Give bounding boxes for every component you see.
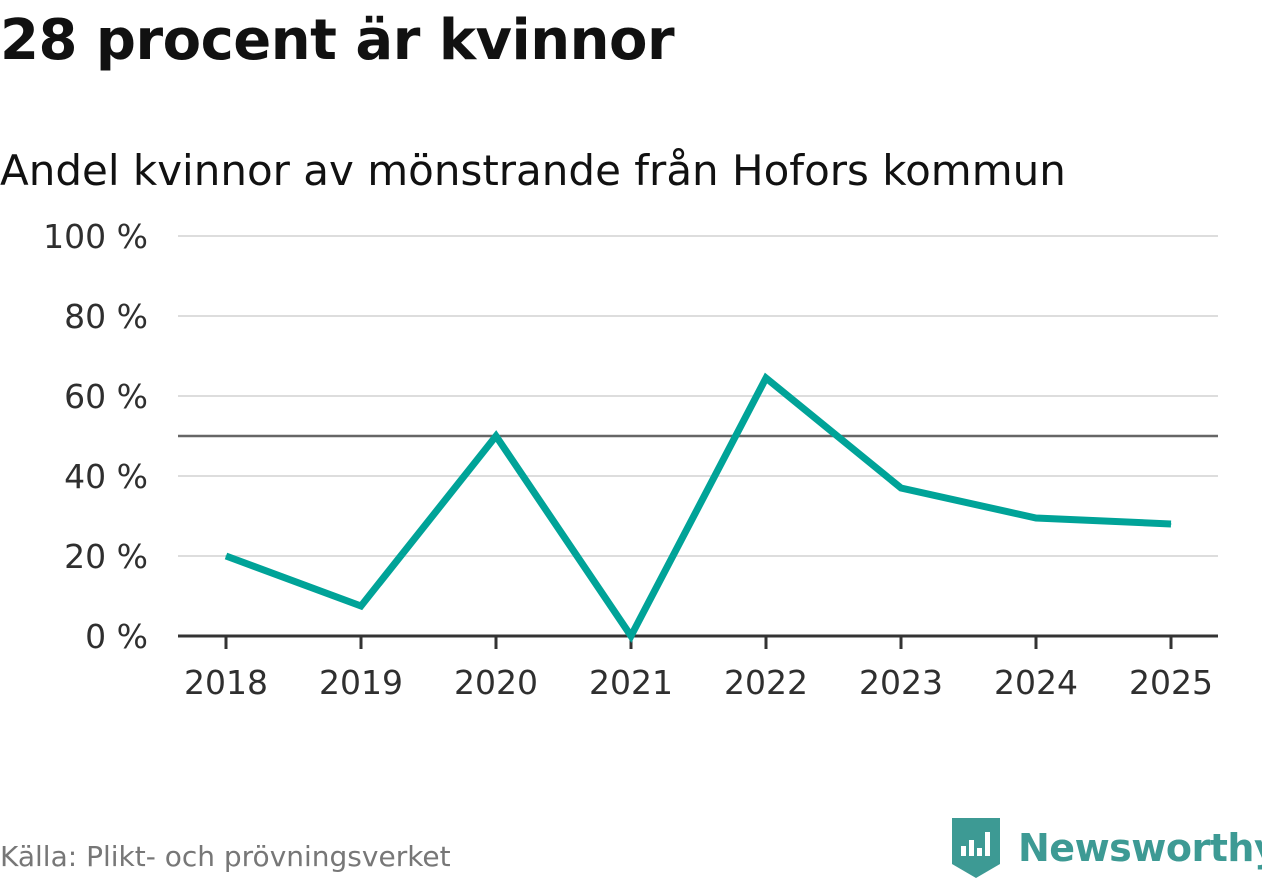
x-tick-label-2018: 2018 bbox=[184, 663, 268, 702]
brand-name: Newsworthy bbox=[1018, 826, 1262, 870]
data-point-2022 bbox=[765, 377, 767, 379]
source-note: Källa: Plikt- och prövningsverket bbox=[0, 840, 451, 873]
x-tick-label-2025: 2025 bbox=[1129, 663, 1213, 702]
data-point-2025 bbox=[1170, 523, 1172, 525]
y-tick-label-100: 100 % bbox=[43, 217, 148, 256]
x-axis-labels: 2018 2019 2020 2021 2022 2023 2024 2025 bbox=[184, 663, 1213, 702]
x-tick-label-2023: 2023 bbox=[859, 663, 943, 702]
x-tick-label-2019: 2019 bbox=[319, 663, 403, 702]
chart-title: 28 procent är kvinnor bbox=[0, 8, 675, 73]
chart-subtitle: Andel kvinnor av mönstrande från Hofors … bbox=[0, 146, 1066, 195]
x-axis bbox=[178, 634, 1218, 649]
y-tick-label-40: 40 % bbox=[64, 457, 148, 496]
data-point-2020 bbox=[495, 435, 497, 437]
gridlines bbox=[178, 235, 1218, 557]
brand[interactable]: Newsworthy bbox=[952, 818, 1262, 878]
y-tick-label-20: 20 % bbox=[64, 537, 148, 576]
data-point-2024 bbox=[1035, 517, 1037, 519]
newsworthy-logo-icon bbox=[952, 818, 1000, 878]
series-line-0 bbox=[224, 372, 1172, 643]
x-tick-label-2022: 2022 bbox=[724, 663, 808, 702]
x-tick-label-2020: 2020 bbox=[454, 663, 538, 702]
data-point-2018 bbox=[225, 555, 227, 557]
y-tick-label-80: 80 % bbox=[64, 297, 148, 336]
data-point-2023 bbox=[900, 487, 902, 489]
y-tick-label-0: 0 % bbox=[85, 617, 148, 656]
y-axis-labels: 0 % 20 % 40 % 60 % 80 % 100 % bbox=[43, 217, 148, 656]
y-tick-label-60: 60 % bbox=[64, 377, 148, 416]
series-group bbox=[224, 372, 1172, 643]
x-tick-label-2024: 2024 bbox=[994, 663, 1078, 702]
x-tick-label-2021: 2021 bbox=[589, 663, 673, 702]
data-point-2021 bbox=[630, 635, 632, 637]
data-point-2019 bbox=[360, 605, 362, 607]
